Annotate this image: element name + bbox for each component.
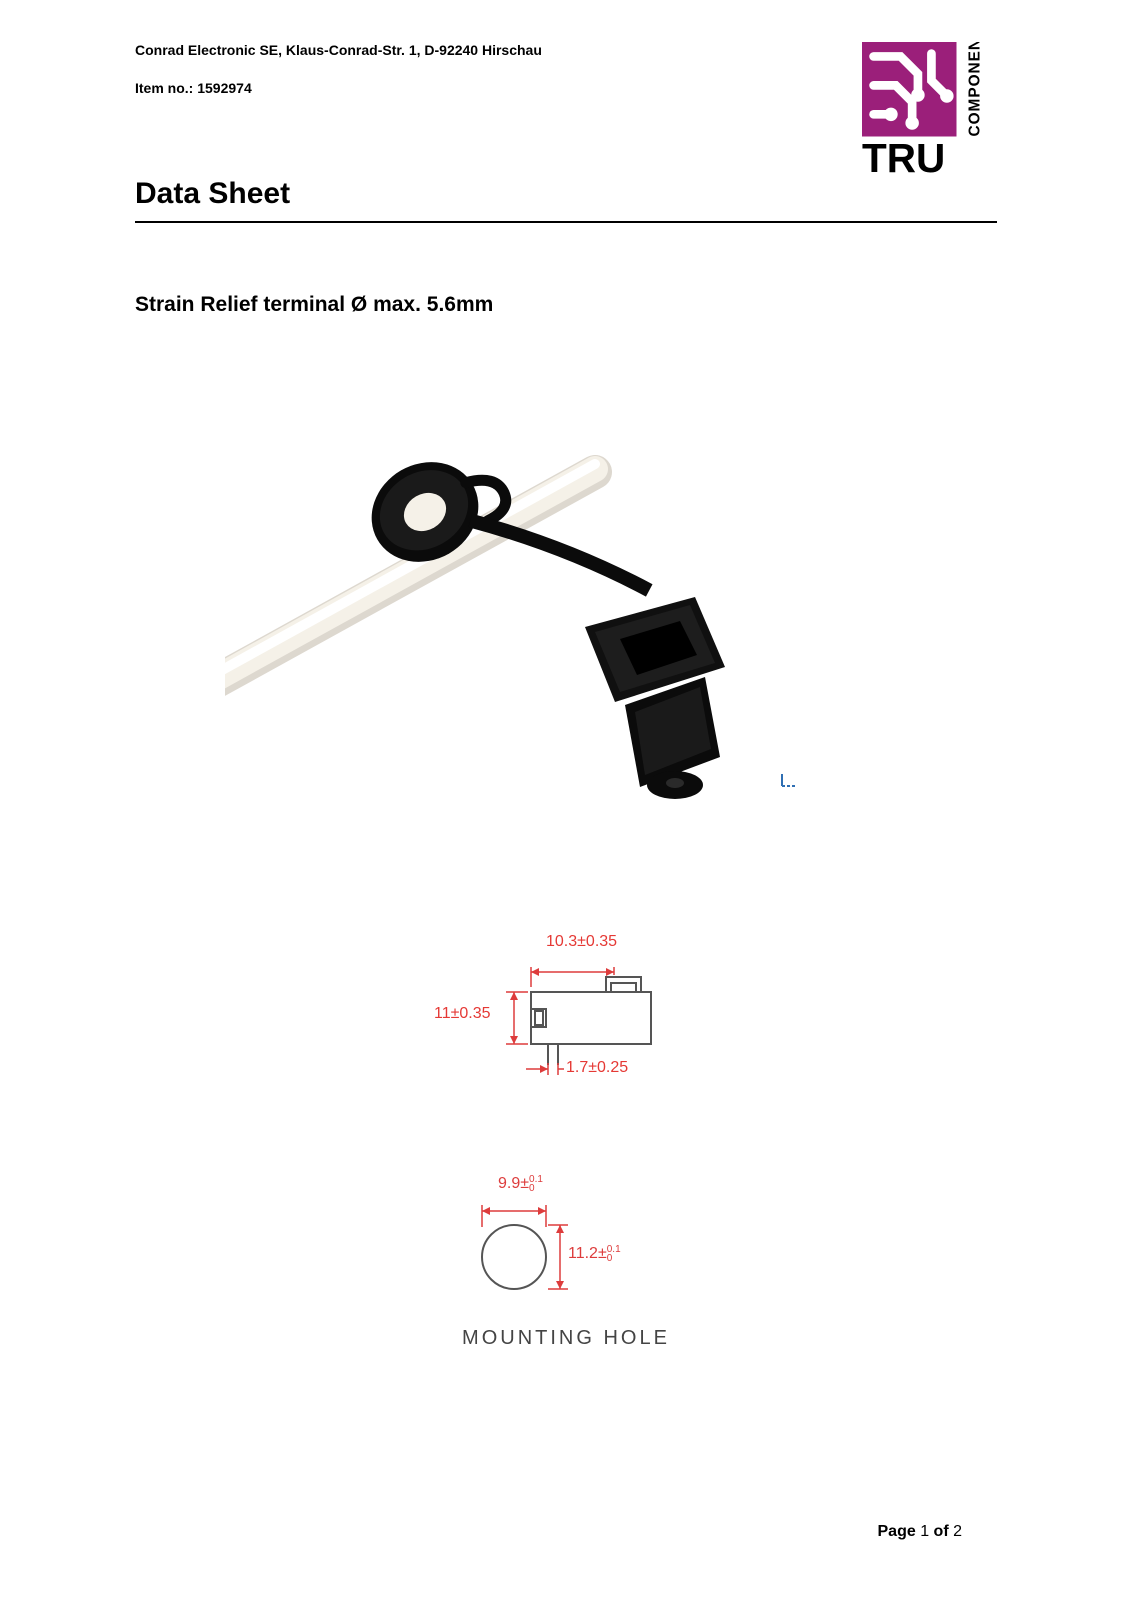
mh-dim-height-sub: 0 xyxy=(607,1253,613,1264)
company-address: Conrad Electronic SE, Klaus-Conrad-Str. … xyxy=(135,42,542,58)
footer-page-of: of xyxy=(929,1523,953,1540)
footer-page-label: Page xyxy=(878,1523,921,1540)
item-number-label: Item no.: xyxy=(135,80,197,96)
mh-dim-height: 11.2±0.10 xyxy=(568,1245,621,1263)
mounting-hole-svg xyxy=(456,1157,676,1307)
page: Conrad Electronic SE, Klaus-Conrad-Str. … xyxy=(0,0,1132,1601)
mounting-hole-label: MOUNTING HOLE xyxy=(135,1327,997,1350)
title-rule xyxy=(135,221,997,223)
footer-page-total: 2 xyxy=(953,1523,962,1540)
logo-svg: TRU COMPONENTS xyxy=(862,42,997,177)
mh-dim-width: 9.9±0.10 xyxy=(498,1175,543,1193)
item-number-value: 1592974 xyxy=(197,80,252,96)
footer-page-current: 1 xyxy=(920,1523,929,1540)
dimension-diagram-side: 10.3±0.35 11±0.35 1.7±0.25 xyxy=(436,937,696,1097)
page-footer: Page 1 of 2 xyxy=(878,1523,963,1541)
header-row: Conrad Electronic SE, Klaus-Conrad-Str. … xyxy=(135,42,997,177)
brand-logo: TRU COMPONENTS xyxy=(862,42,997,177)
svg-text:COMPONENTS: COMPONENTS xyxy=(967,42,984,136)
mh-dim-width-sub: 0 xyxy=(529,1183,535,1194)
header-text-block: Conrad Electronic SE, Klaus-Conrad-Str. … xyxy=(135,42,542,156)
mh-dim-width-base: 9.9± xyxy=(498,1175,529,1192)
product-name: Strain Relief terminal Ø max. 5.6mm xyxy=(135,293,997,317)
crop-mark-icon xyxy=(781,773,805,787)
item-number-line: Item no.: 1592974 xyxy=(135,80,542,96)
mh-dim-height-base: 11.2± xyxy=(568,1245,607,1262)
mounting-hole-diagram: 9.9±0.10 11.2±0.10 xyxy=(456,1157,676,1317)
product-photo-svg xyxy=(225,417,785,817)
dimension-top: 10.3±0.35 xyxy=(546,933,617,951)
dimension-left: 11±0.35 xyxy=(434,1005,491,1023)
product-photo xyxy=(225,417,785,817)
svg-text:TRU: TRU xyxy=(862,135,945,177)
dimension-bottom: 1.7±0.25 xyxy=(566,1059,628,1077)
page-title: Data Sheet xyxy=(135,177,997,221)
